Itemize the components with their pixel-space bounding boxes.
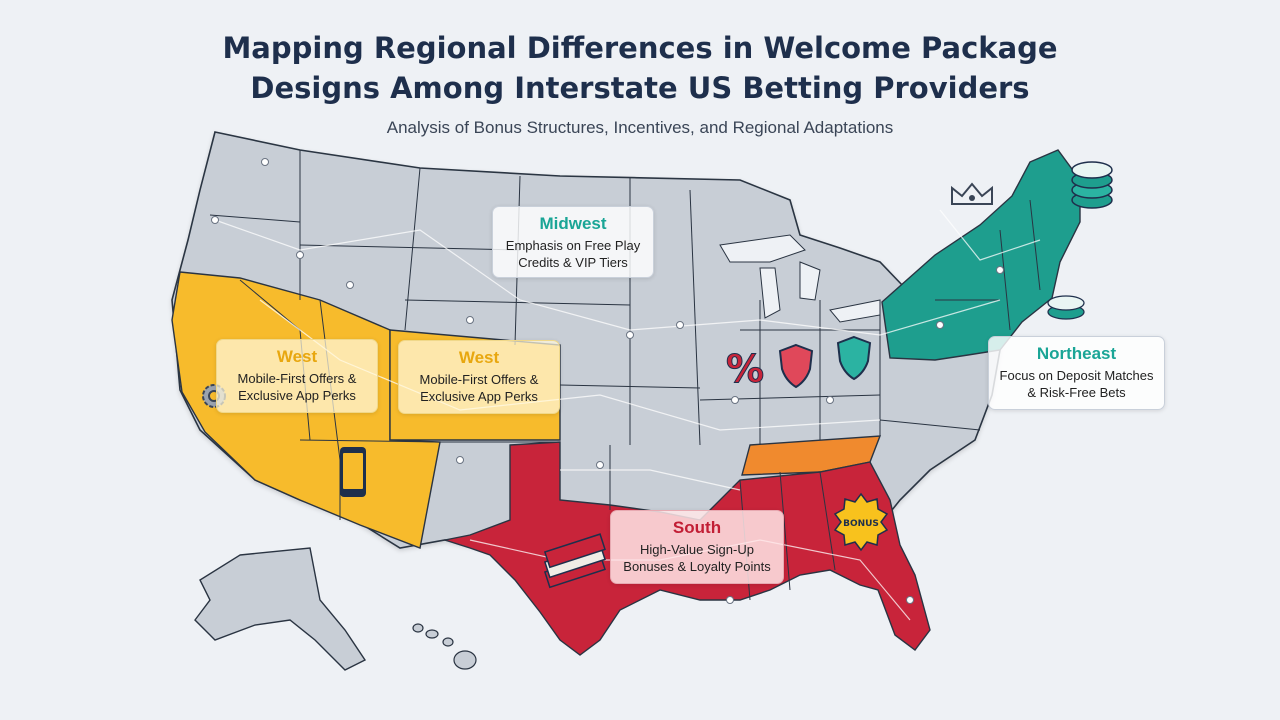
svg-text:%: % — [726, 347, 764, 391]
callout-west-2-desc: Mobile-First Offers & Exclusive App Perk… — [399, 371, 559, 405]
callout-midwest-desc: Emphasis on Free Play Credits & VIP Tier… — [493, 237, 653, 271]
header: Mapping Regional Differences in Welcome … — [0, 28, 1280, 138]
callout-west-2: West Mobile-First Offers & Exclusive App… — [398, 340, 560, 414]
callout-west-1-desc: Mobile-First Offers & Exclusive App Perk… — [217, 370, 377, 404]
page-title: Mapping Regional Differences in Welcome … — [222, 31, 1058, 105]
shield-red-icon — [778, 343, 814, 389]
callout-south-desc: High-Value Sign-Up Bonuses & Loyalty Poi… — [611, 541, 783, 575]
bonus-badge-icon: BONUS — [833, 492, 889, 552]
svg-text:BONUS: BONUS — [843, 519, 879, 529]
callout-south-line1: High-Value Sign-Up — [640, 542, 754, 557]
callout-northeast-desc: Focus on Deposit Matches & Risk-Free Bet… — [989, 367, 1164, 401]
cash-stack-icon — [543, 533, 606, 589]
callout-south-title: South — [672, 518, 722, 537]
callout-west-2-line2: Exclusive App Perks — [420, 389, 538, 404]
callout-south: South High-Value Sign-Up Bonuses & Loyal… — [610, 510, 784, 584]
callout-west-1-line1: Mobile-First Offers & — [237, 371, 357, 386]
callout-west-2-title: West — [458, 348, 500, 367]
hawaii — [412, 623, 477, 670]
callout-northeast-title: Northeast — [1036, 344, 1117, 363]
great-lakes — [719, 234, 881, 323]
callout-northeast-line1: Focus on Deposit Matches — [999, 368, 1154, 383]
callout-west-1-title: West — [276, 347, 318, 366]
callout-midwest-line2: Credits & VIP Tiers — [518, 255, 628, 270]
crown-icon — [951, 182, 993, 205]
shield-teal-icon — [836, 335, 872, 381]
alaska — [194, 547, 367, 671]
page-subtitle: Analysis of Bonus Structures, Incentives… — [386, 118, 894, 137]
callout-west-2-line1: Mobile-First Offers & — [419, 372, 539, 387]
callout-south-line2: Bonuses & Loyalty Points — [623, 559, 771, 574]
callout-west-1: West Mobile-First Offers & Exclusive App… — [216, 339, 378, 413]
callout-northeast-line2: & Risk-Free Bets — [1027, 385, 1126, 400]
callout-midwest-title: Midwest — [539, 214, 607, 233]
callout-midwest: Midwest Emphasis on Free Play Credits & … — [492, 206, 654, 278]
city-markers — [211, 158, 1004, 604]
callout-midwest-line1: Emphasis on Free Play — [505, 238, 641, 253]
poker-chips-small-icon — [1047, 295, 1085, 320]
smartphone-icon — [340, 447, 366, 497]
percent-icon: % — [726, 347, 765, 392]
callout-west-1-line2: Exclusive App Perks — [238, 388, 356, 403]
region-northeast — [881, 149, 1081, 361]
callout-northeast: Northeast Focus on Deposit Matches & Ris… — [988, 336, 1165, 410]
poker-chips-icon — [1071, 161, 1113, 209]
